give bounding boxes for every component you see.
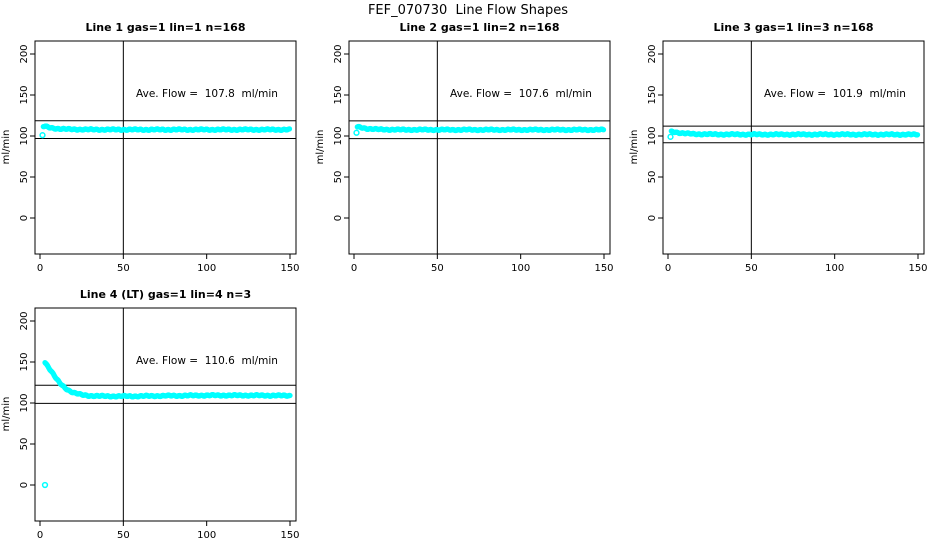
y-tick-label: 100 bbox=[647, 126, 658, 145]
axes-frame: 0 50 100 150 200 0 50 100 150 bbox=[19, 307, 300, 540]
average-flow-annotation: Ave. Flow = 101.9 ml/min bbox=[764, 88, 906, 100]
x-tick-label: 0 bbox=[37, 530, 43, 540]
subplot-title: Line 3 gas=1 lin=3 n=168 bbox=[713, 21, 873, 34]
isolated-data-point bbox=[353, 129, 360, 136]
axes-frame: 0 50 100 150 200 0 50 100 150 bbox=[647, 40, 928, 274]
y-tick-label: 150 bbox=[19, 85, 30, 104]
data-points bbox=[667, 128, 921, 140]
y-tick-label: 0 bbox=[19, 482, 30, 488]
isolated-data-point bbox=[41, 481, 49, 489]
y-tick-label: 0 bbox=[647, 215, 658, 221]
isolated-data-point bbox=[39, 132, 46, 139]
y-tick-label: 0 bbox=[19, 215, 30, 221]
x-tick-label: 150 bbox=[594, 263, 613, 274]
average-flow-annotation: Ave. Flow = 107.6 ml/min bbox=[450, 88, 592, 100]
x-tick-label: 150 bbox=[908, 263, 927, 274]
x-tick-label: 100 bbox=[197, 263, 216, 274]
subplot-title: Line 2 gas=1 lin=2 n=168 bbox=[399, 21, 559, 34]
y-axis-label: ml/min bbox=[1, 130, 12, 165]
y-tick-label: 50 bbox=[647, 171, 658, 184]
y-tick-label: 100 bbox=[19, 126, 30, 145]
flow-data-point bbox=[600, 127, 607, 133]
y-tick-label: 0 bbox=[333, 215, 344, 221]
flow-data-point bbox=[914, 132, 921, 138]
flow-data-point bbox=[287, 392, 293, 399]
y-tick-label: 100 bbox=[333, 126, 344, 145]
y-tick-label: 200 bbox=[19, 311, 30, 330]
y-tick-label: 200 bbox=[19, 44, 30, 63]
flow-data-point bbox=[286, 126, 293, 132]
y-tick-label: 150 bbox=[333, 85, 344, 104]
y-tick-label: 150 bbox=[647, 85, 658, 104]
plot-box bbox=[34, 40, 297, 255]
x-tick-label: 150 bbox=[280, 530, 299, 540]
y-tick-label: 50 bbox=[19, 171, 30, 184]
figure-title: FEF_070730 Line Flow Shapes bbox=[368, 3, 568, 18]
x-tick-label: 100 bbox=[511, 263, 530, 274]
x-tick-label: 100 bbox=[825, 263, 844, 274]
x-tick-label: 0 bbox=[37, 263, 43, 274]
data-points bbox=[353, 123, 607, 136]
y-tick-label: 200 bbox=[647, 44, 658, 63]
x-tick-label: 0 bbox=[665, 263, 671, 274]
x-tick-label: 50 bbox=[431, 263, 444, 274]
subplot-title: Line 4 (LT) gas=1 lin=4 n=3 bbox=[80, 288, 251, 301]
plot-box bbox=[348, 40, 611, 255]
axes-frame: 0 50 100 150 200 0 50 100 150 bbox=[333, 40, 614, 274]
subplot-line-4: Line 4 (LT) gas=1 lin=4 n=3 ml/min Ave. … bbox=[1, 288, 300, 540]
subplot-line-2: Line 2 gas=1 lin=2 n=168 ml/min Ave. Flo… bbox=[315, 21, 614, 274]
axes-frame: 0 50 100 150 200 0 50 100 150 bbox=[19, 40, 300, 274]
average-flow-annotation: Ave. Flow = 107.8 ml/min bbox=[136, 88, 278, 100]
y-tick-label: 50 bbox=[19, 438, 30, 451]
x-tick-label: 50 bbox=[117, 530, 130, 540]
x-tick-label: 0 bbox=[351, 263, 357, 274]
subplot-line-1: Line 1 gas=1 lin=1 n=168 ml/min Ave. Flo… bbox=[1, 21, 300, 274]
x-tick-label: 50 bbox=[117, 263, 130, 274]
x-tick-label: 150 bbox=[280, 263, 299, 274]
y-tick-label: 150 bbox=[19, 352, 30, 371]
x-tick-label: 50 bbox=[745, 263, 758, 274]
data-points bbox=[41, 359, 293, 489]
subplot-title: Line 1 gas=1 lin=1 n=168 bbox=[85, 21, 245, 34]
y-axis-label: ml/min bbox=[1, 397, 12, 432]
y-tick-label: 50 bbox=[333, 171, 344, 184]
x-tick-label: 100 bbox=[197, 530, 216, 540]
plot-box bbox=[34, 307, 297, 522]
plot-box bbox=[662, 40, 925, 255]
y-tick-label: 100 bbox=[19, 393, 30, 412]
y-axis-label: ml/min bbox=[315, 130, 326, 165]
data-points bbox=[39, 123, 293, 139]
subplot-line-3: Line 3 gas=1 lin=3 n=168 ml/min Ave. Flo… bbox=[629, 21, 928, 274]
y-tick-label: 200 bbox=[333, 44, 344, 63]
isolated-data-point bbox=[667, 133, 674, 140]
average-flow-annotation: Ave. Flow = 110.6 ml/min bbox=[136, 355, 278, 367]
y-axis-label: ml/min bbox=[629, 130, 640, 165]
